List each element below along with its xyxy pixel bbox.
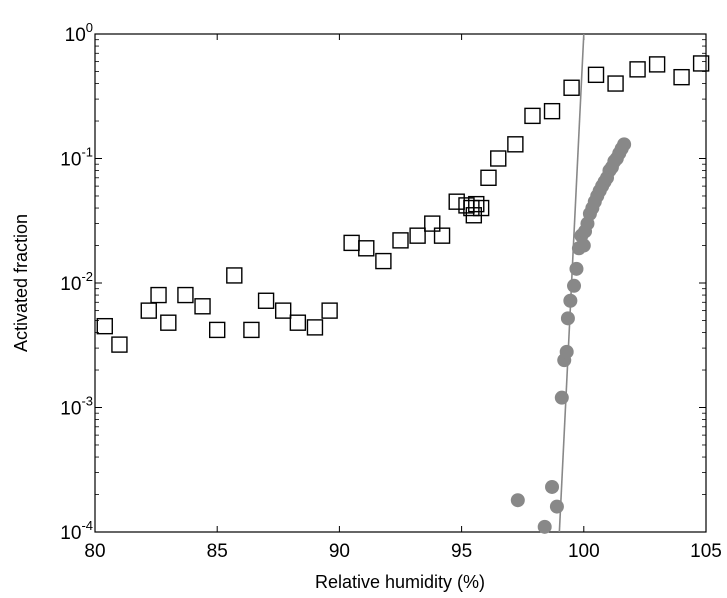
square-point — [543, 102, 561, 120]
square-point — [468, 195, 485, 213]
square-point — [140, 302, 157, 319]
circle-point — [537, 519, 552, 534]
square-point — [607, 75, 624, 92]
square-point — [306, 319, 324, 336]
y-tick-label: 10-2 — [60, 269, 93, 295]
y-axis-label: Activated fraction — [11, 214, 31, 352]
square-point — [243, 321, 260, 339]
square-point — [274, 302, 292, 319]
square-point — [480, 169, 497, 186]
y-axis-ticks: 10-4 10-3 10-2 10-1 100 — [60, 20, 706, 544]
square-point — [111, 336, 128, 353]
x-tick-label: 95 — [451, 541, 472, 562]
square-point — [160, 314, 177, 331]
square-point — [424, 215, 441, 232]
circle-point — [560, 311, 575, 326]
x-tick-label: 105 — [690, 541, 722, 562]
square-point — [194, 298, 211, 315]
x-axis-label: Relative humidity (%) — [315, 572, 485, 592]
y-tick-label: 10-4 — [60, 518, 93, 544]
x-tick-label: 80 — [84, 541, 105, 562]
square-point — [358, 240, 375, 257]
x-tick-label: 90 — [329, 541, 350, 562]
y-tick-label: 10-3 — [60, 394, 93, 420]
square-point — [507, 136, 524, 153]
square-point — [524, 107, 541, 125]
y-tick-label: 10-1 — [60, 145, 93, 171]
square-point — [692, 55, 710, 72]
square-point — [433, 227, 451, 244]
square-point — [177, 286, 194, 304]
circle-point — [510, 493, 525, 508]
square-point — [96, 317, 113, 335]
square-point — [409, 227, 426, 244]
circle-point — [569, 261, 584, 276]
x-tick-label: 100 — [568, 541, 600, 562]
circle-point — [563, 293, 578, 308]
square-point — [289, 314, 307, 331]
circle-point — [549, 499, 564, 514]
x-axis-ticks: 80 85 90 95 100 105 — [84, 34, 722, 562]
x-tick-label: 85 — [207, 541, 228, 562]
square-point — [673, 68, 690, 86]
circle-point — [559, 344, 574, 359]
square-point — [563, 79, 580, 96]
square-point — [648, 56, 666, 73]
square-point — [226, 267, 243, 284]
square-point — [321, 302, 338, 319]
circle-point — [567, 278, 582, 293]
square-point — [629, 61, 646, 78]
square-point — [150, 286, 167, 304]
square-point — [392, 232, 409, 249]
y-tick-label: 100 — [65, 20, 93, 46]
square-point — [375, 252, 392, 270]
square-point — [257, 292, 275, 309]
square-point — [490, 150, 507, 167]
circle-point — [576, 238, 591, 253]
circle-series — [510, 137, 632, 534]
square-series — [96, 55, 710, 353]
circle-point — [617, 137, 632, 152]
plot-area — [94, 33, 707, 533]
square-point — [472, 199, 490, 217]
circle-point — [545, 479, 560, 494]
square-point — [587, 66, 605, 84]
square-point — [208, 321, 226, 339]
circle-point — [554, 390, 569, 405]
